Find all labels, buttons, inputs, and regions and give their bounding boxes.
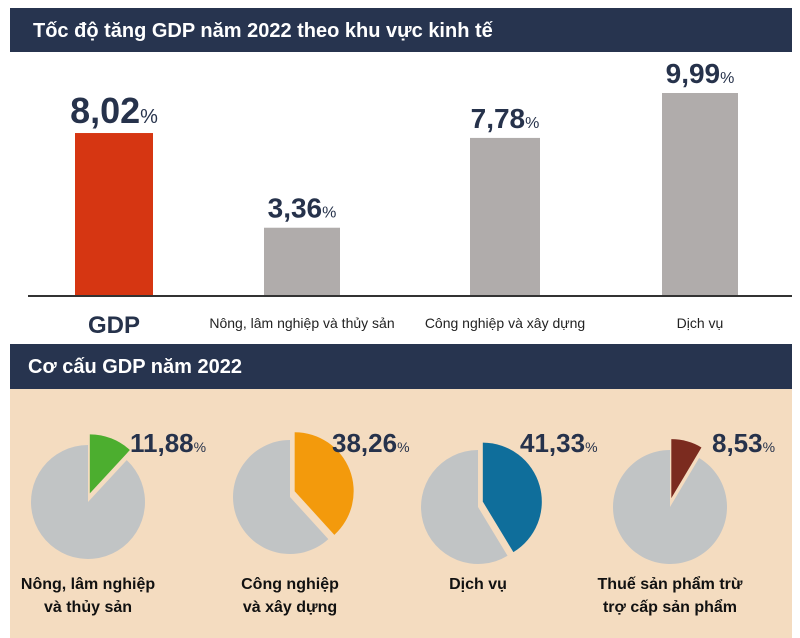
- bar-chart-title: Tốc độ tăng GDP năm 2022 theo khu vực ki…: [33, 20, 494, 42]
- bar: [264, 227, 340, 296]
- pie-value-label: 38,26%: [332, 428, 410, 458]
- pie-category-label: và thủy sản: [44, 599, 132, 616]
- pie-highlight-slice: [482, 442, 542, 553]
- category-label: Công nghiệp và xây dựng: [425, 315, 585, 331]
- category-label: Nông, lâm nghiệp và thủy sản: [209, 315, 394, 331]
- bar-section-header: [10, 8, 792, 52]
- pie-highlight-slice: [294, 432, 354, 535]
- pie-rest-slice: [613, 450, 727, 565]
- pie-category-label: trợ cấp sản phẩm: [603, 598, 737, 616]
- pie-category-label: Nông, lâm nghiệp: [21, 576, 155, 593]
- pie-category-label: Thuế sản phẩm trừ: [598, 575, 743, 593]
- pie-value-label: 8,53%: [712, 428, 775, 458]
- pie-value-label: 11,88%: [130, 428, 206, 458]
- bar: [470, 137, 540, 296]
- pie-rest-slice: [420, 450, 508, 565]
- pie-rest-slice: [31, 445, 146, 559]
- pie-highlight-slice: [89, 434, 130, 494]
- pie-rest-slice: [232, 440, 329, 554]
- bar: [662, 93, 738, 296]
- bar-value-label: 9,99%: [666, 58, 735, 89]
- pie-category-label: Dịch vụ: [449, 576, 507, 593]
- pie-category-label: Công nghiệp: [241, 576, 339, 593]
- category-label: Dịch vụ: [677, 315, 724, 331]
- pie-section-header: [10, 344, 792, 389]
- bar: [75, 133, 153, 296]
- pie-section-title: Cơ cấu GDP năm 2022: [28, 356, 242, 378]
- pie-value-label: 41,33%: [520, 428, 598, 458]
- category-label: GDP: [88, 312, 140, 339]
- pie-highlight-slice: [671, 439, 702, 499]
- bar-value-label: 7,78%: [471, 103, 540, 134]
- bar-value-label: 3,36%: [268, 193, 337, 224]
- bar-value-label: 8,02%: [70, 90, 158, 131]
- pie-category-label: và xây dựng: [243, 599, 337, 616]
